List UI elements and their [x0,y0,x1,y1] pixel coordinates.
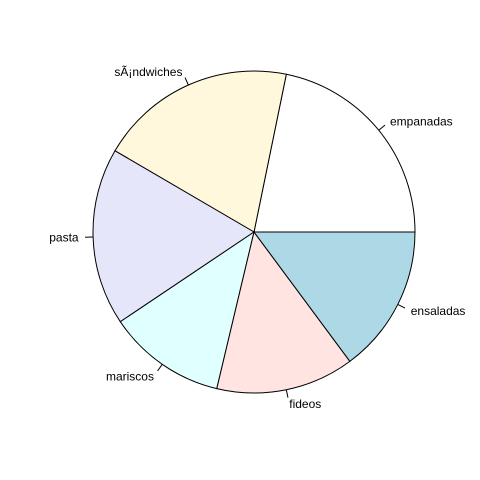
pie-label-mariscos: mariscos [106,369,154,383]
pie-label-empanadas: empanadas [390,114,453,128]
pie-label-s-ndwiches: sÃ¡ndwiches [114,65,182,79]
pie-slices [92,70,416,394]
pie-slice-s-ndwiches [114,70,287,233]
pie-label-ensaladas: ensaladas [411,304,466,318]
pie-tick-mariscos [157,363,163,372]
pie-slice-mariscos [119,230,255,390]
pie-tick-empanadas [378,124,386,131]
pie-slice-ensaladas [253,231,416,363]
pie-tick-fideos [285,389,289,398]
pie-label-ticks [85,77,406,398]
pie-slice-empanadas [253,73,416,233]
pie-slice-fideos [216,230,351,394]
pie-labels: empanadas sÃ¡ndwiches pasta mariscos fideos e… [49,65,465,411]
pie-label-pasta: pasta [49,231,79,245]
pie-label-fideos: fideos [289,397,321,411]
pie-tick-s-ndwiches [184,77,189,86]
pie-tick-ensaladas [397,303,406,309]
